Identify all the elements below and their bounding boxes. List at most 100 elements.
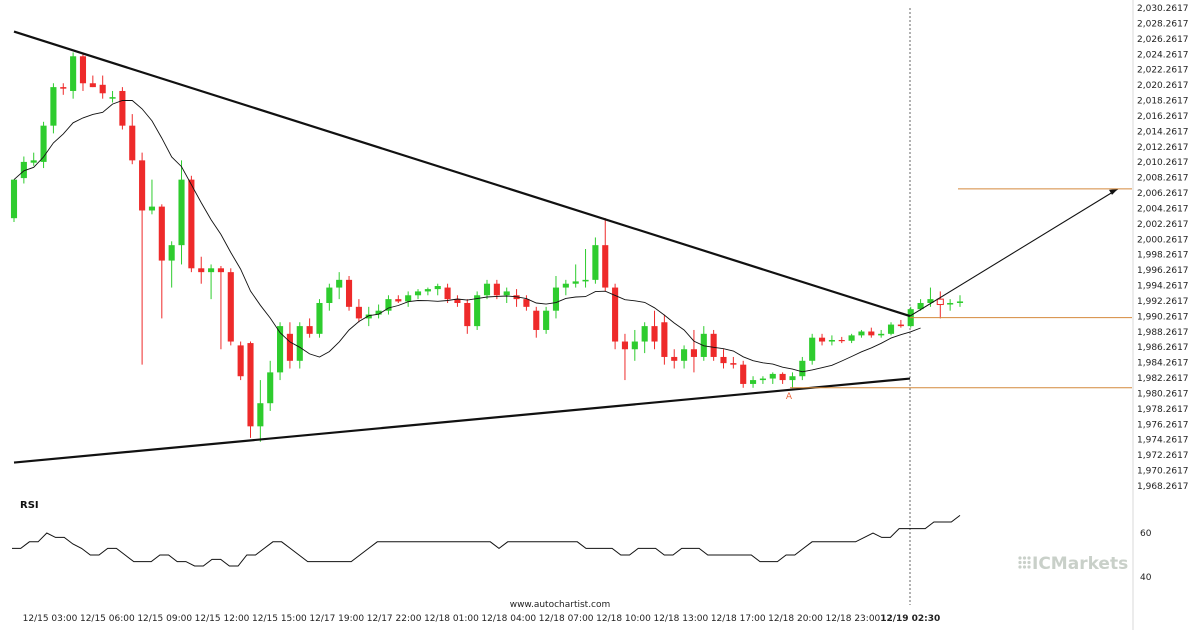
- x-tick-label: 12/17 19:00: [309, 614, 364, 624]
- y-tick-label: 1,992.2617: [1137, 297, 1189, 307]
- candle-body: [20, 161, 27, 179]
- y-tick-label: 1,974.2617: [1137, 436, 1189, 446]
- candle-body: [917, 302, 924, 310]
- candle-body: [562, 283, 569, 288]
- candle-body: [217, 268, 224, 273]
- candle-body: [365, 314, 372, 319]
- candle-body: [70, 56, 77, 91]
- candle-body: [385, 299, 392, 311]
- candle-body: [858, 331, 865, 336]
- x-tick-label: 12/17 22:00: [367, 614, 422, 624]
- y-tick-label: 1,982.2617: [1137, 374, 1189, 384]
- y-tick-label: 1,986.2617: [1137, 343, 1189, 353]
- candle-body: [168, 245, 175, 261]
- y-tick-label: 1,990.2617: [1137, 312, 1189, 322]
- candle-body: [188, 179, 195, 269]
- candle-body: [50, 87, 57, 126]
- forecast-arrow-head: [1109, 188, 1118, 195]
- x-tick-label: 12/18 07:00: [539, 614, 594, 624]
- candle-body: [493, 283, 500, 296]
- x-tick-label: 12/15 12:00: [195, 614, 250, 624]
- candle-body: [897, 324, 904, 327]
- candle-body: [119, 90, 126, 126]
- candle-body: [395, 299, 402, 302]
- candle-body: [612, 287, 619, 342]
- brand-logo-dot: [1027, 560, 1031, 565]
- candle-body: [375, 310, 382, 315]
- brand-logo-dot: [1027, 556, 1031, 560]
- brand-logo-dot: [1018, 556, 1022, 560]
- candle-body: [405, 295, 412, 302]
- candle-body: [139, 160, 146, 211]
- candle-body: [227, 272, 234, 342]
- lower-trendline: [13, 377, 911, 464]
- candle-body: [109, 97, 116, 99]
- candle-body: [503, 291, 510, 296]
- y-tick-label: 2,008.2617: [1137, 174, 1189, 184]
- y-tick-label: 1,976.2617: [1137, 420, 1189, 430]
- watermark-text: www.autochartist.com: [510, 600, 611, 610]
- rsi-tick-label: 60: [1140, 529, 1152, 539]
- candle-body: [927, 299, 934, 303]
- y-tick-label: 2,006.2617: [1137, 189, 1189, 199]
- candle-body: [444, 287, 451, 300]
- candle-body: [89, 83, 96, 88]
- candle-body: [178, 179, 185, 246]
- brand-logo-dot: [1022, 565, 1027, 569]
- x-tick-label: 12/15 09:00: [137, 614, 192, 624]
- candle-body: [79, 56, 87, 84]
- candle-body: [99, 84, 106, 94]
- candle-body: [956, 301, 964, 303]
- brand-logo-dot: [1018, 560, 1022, 565]
- brand-logo-dot: [1022, 556, 1027, 560]
- candle-body: [552, 287, 560, 311]
- y-tick-label: 1,980.2617: [1137, 389, 1189, 399]
- candle-body: [730, 363, 737, 365]
- y-tick-label: 1,978.2617: [1137, 405, 1189, 415]
- candle-body: [789, 376, 796, 381]
- candle-body: [543, 310, 550, 330]
- y-tick-label: 2,000.2617: [1137, 235, 1189, 245]
- candle-body: [848, 335, 855, 341]
- candle-body: [464, 302, 471, 327]
- candle-body: [129, 125, 136, 161]
- candle-body: [345, 279, 353, 307]
- candle-body: [296, 326, 303, 361]
- y-tick-label: 1,968.2617: [1137, 482, 1189, 492]
- candle-body: [621, 341, 629, 350]
- y-tick-label: 2,018.2617: [1137, 97, 1189, 107]
- x-tick-label: 12/18 13:00: [653, 614, 708, 624]
- candle-body: [887, 324, 895, 334]
- x-tick-label: 12/18 01:00: [424, 614, 479, 624]
- candle-body: [247, 343, 254, 427]
- y-tick-label: 2,002.2617: [1137, 220, 1189, 230]
- candle-body: [809, 337, 816, 361]
- rsi-tick-label: 40: [1140, 573, 1152, 583]
- candle-body: [30, 160, 37, 163]
- candle-body: [158, 206, 165, 261]
- candle-body: [740, 364, 747, 384]
- x-tick-label: 12/18 17:00: [711, 614, 766, 624]
- y-tick-label: 2,012.2617: [1137, 143, 1189, 153]
- candle-body: [631, 341, 638, 350]
- candle-body: [671, 356, 678, 361]
- candle-body: [523, 299, 530, 307]
- candle-body: [799, 360, 806, 377]
- y-tick-label: 2,022.2617: [1137, 66, 1189, 76]
- y-tick-label: 2,028.2617: [1137, 19, 1189, 29]
- brand-logo-dot: [1027, 565, 1031, 569]
- candle-body: [286, 333, 293, 361]
- candle-body: [306, 326, 313, 334]
- x-tick-label: 12/15 03:00: [23, 614, 78, 624]
- candle-body: [454, 299, 461, 303]
- candle-body: [257, 403, 264, 427]
- y-tick-label: 2,020.2617: [1137, 81, 1189, 91]
- y-tick-label: 1,988.2617: [1137, 328, 1189, 338]
- candle-body: [208, 268, 215, 273]
- candle-body: [533, 310, 540, 330]
- x-tick-label: 12/18 04:00: [481, 614, 536, 624]
- candle-body: [759, 378, 766, 381]
- candle-body: [818, 337, 826, 342]
- candle-body: [710, 333, 717, 357]
